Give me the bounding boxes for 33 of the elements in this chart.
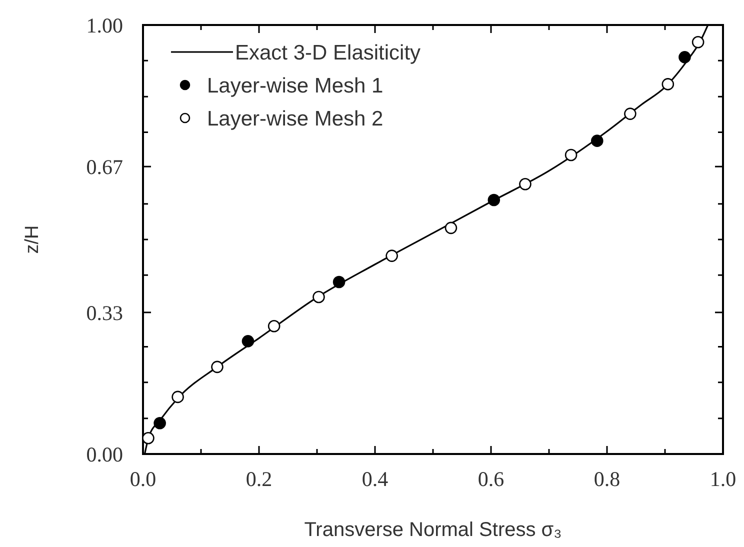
point [154,416,166,430]
point [678,51,691,64]
x-tick-label: 1.0 [710,467,736,491]
point [624,108,636,120]
y-tick-label: 0.00 [86,442,123,466]
x-tick-label: 0.2 [246,467,272,491]
x-axis-title: Transverse Normal Stress σ₃ [304,519,562,541]
point [268,320,280,332]
y-axis-title: z/H [22,225,43,254]
point [662,78,674,90]
point [444,222,458,234]
point [692,36,704,48]
point [332,276,346,288]
legend-label: Layer-wise Mesh 2 [207,107,384,130]
x-tick-label: 0.0 [130,467,156,491]
point [564,148,578,162]
point [312,290,325,304]
point [172,390,184,404]
point [590,134,604,147]
point [242,335,254,348]
x-tick-label: 0.4 [362,467,389,491]
y-tick-label: 0.33 [86,300,123,325]
legend-label: Exact 3-D Elasiticity [235,41,422,64]
legend-label: Layer-wise Mesh 1 [207,74,384,98]
point [211,360,224,374]
y-tick-label: 0.67 [86,154,123,179]
x-tick-label: 0.6 [478,467,504,491]
point [488,194,500,206]
point [142,432,154,444]
x-tick-label: 0.8 [594,467,620,491]
point [519,178,532,190]
point [386,250,398,262]
y-tick-label: 1.00 [86,13,123,38]
